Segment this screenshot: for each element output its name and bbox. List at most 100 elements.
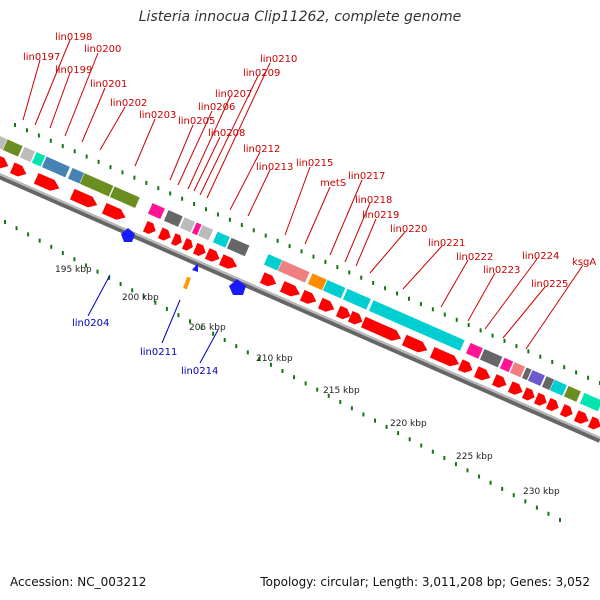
reverse-gene-label-lines bbox=[87, 274, 219, 364]
gene-label-lin0221: lin0221 bbox=[428, 238, 465, 249]
tick-mark bbox=[235, 344, 238, 349]
tick-mark bbox=[539, 354, 542, 359]
tick-mark bbox=[489, 480, 492, 485]
cds-arrow bbox=[573, 409, 590, 425]
cds-arrow bbox=[33, 172, 61, 192]
feature-block bbox=[31, 151, 46, 168]
feature-block bbox=[277, 259, 311, 284]
gene-label-lin0200: lin0200 bbox=[84, 44, 121, 55]
tick-mark bbox=[455, 317, 458, 322]
feature-block bbox=[499, 357, 514, 373]
tick-mark bbox=[165, 306, 168, 311]
tick-mark bbox=[512, 493, 515, 498]
scale-label: 220 kbp bbox=[390, 419, 427, 429]
tick-mark bbox=[37, 133, 40, 138]
tick-mark bbox=[431, 449, 434, 454]
tick-mark bbox=[133, 175, 136, 180]
tick-mark bbox=[559, 518, 561, 522]
forward-gene-label-texts: lin0197 lin0198 lin0199 lin0200 lin0201 … bbox=[23, 32, 596, 290]
tick-mark bbox=[396, 291, 399, 296]
feature-block bbox=[479, 348, 504, 369]
tick-mark bbox=[478, 474, 481, 479]
tick-mark bbox=[49, 138, 52, 143]
reverse-feature-blue-3 bbox=[229, 279, 246, 295]
cds-arrow bbox=[360, 316, 402, 342]
feature-block bbox=[549, 379, 568, 397]
feature-block bbox=[226, 237, 251, 257]
tick-mark bbox=[240, 223, 243, 228]
feature-block bbox=[109, 185, 141, 209]
tick-mark bbox=[108, 275, 111, 280]
gene-label-lin0210: lin0210 bbox=[260, 54, 297, 65]
tick-mark bbox=[443, 312, 446, 317]
cds-arrow bbox=[335, 305, 352, 320]
tick-mark bbox=[181, 196, 184, 201]
gene-label-lin0211: lin0211 bbox=[140, 347, 177, 358]
tick-mark bbox=[501, 486, 504, 491]
inner-tick-ring bbox=[14, 123, 600, 385]
feature-block bbox=[322, 279, 347, 300]
tick-mark bbox=[84, 263, 87, 268]
gene-label-lin0205: lin0205 bbox=[178, 116, 215, 127]
feature-block bbox=[19, 146, 36, 163]
tick-mark bbox=[551, 359, 554, 364]
tick-mark bbox=[348, 270, 351, 275]
tick-mark bbox=[527, 349, 530, 354]
feature-block bbox=[509, 361, 526, 378]
tick-mark bbox=[300, 249, 303, 254]
tick-mark bbox=[85, 154, 88, 159]
feature-block bbox=[179, 216, 196, 234]
tick-mark bbox=[324, 259, 327, 264]
tick-mark bbox=[119, 282, 122, 287]
tick-mark bbox=[38, 238, 41, 243]
tick-mark bbox=[479, 328, 482, 333]
tick-mark bbox=[408, 437, 411, 442]
cds-arrow bbox=[317, 297, 336, 313]
tick-mark bbox=[491, 333, 494, 338]
tick-mark bbox=[276, 238, 279, 243]
reverse-feature-orange bbox=[183, 276, 191, 290]
gene-label-lin0202: lin0202 bbox=[110, 98, 147, 109]
tick-mark bbox=[288, 244, 291, 249]
tick-mark bbox=[454, 462, 457, 467]
tick-mark bbox=[246, 350, 249, 355]
gene-label-lin0219: lin0219 bbox=[362, 210, 399, 221]
gene-label-ksgA: ksgA bbox=[572, 257, 596, 268]
feature-block bbox=[197, 224, 214, 241]
tick-mark bbox=[27, 232, 30, 237]
cds-arrow bbox=[181, 237, 194, 252]
cds-arrow bbox=[545, 397, 560, 412]
gene-label-lin0220: lin0220 bbox=[390, 224, 427, 235]
gene-label-lin0218: lin0218 bbox=[355, 195, 392, 206]
feature-block bbox=[79, 172, 115, 198]
tick-mark bbox=[350, 406, 353, 411]
tick-mark bbox=[142, 294, 145, 299]
forward-gene-labels bbox=[22, 39, 584, 350]
feature-block bbox=[563, 385, 582, 403]
tick-mark bbox=[212, 331, 215, 336]
tick-mark bbox=[372, 280, 375, 285]
feature-block bbox=[41, 155, 71, 179]
tick-mark bbox=[216, 212, 219, 217]
gene-label-lin0198: lin0198 bbox=[55, 32, 92, 43]
cds-arrow bbox=[192, 242, 207, 257]
tick-mark bbox=[327, 393, 330, 398]
cds-arrow bbox=[279, 280, 301, 297]
genome-summary-text: Topology: circular; Length: 3,011,208 bp… bbox=[260, 575, 590, 589]
feature-block bbox=[527, 369, 546, 387]
cds-arrow bbox=[142, 220, 157, 235]
gene-label-lin0223: lin0223 bbox=[483, 265, 520, 276]
cds-arrow bbox=[521, 386, 536, 402]
tick-mark bbox=[524, 499, 527, 504]
cds-arrow bbox=[457, 358, 474, 374]
tick-mark bbox=[4, 220, 6, 224]
gene-label-lin0201: lin0201 bbox=[90, 79, 127, 90]
scale-label: 210 kbp bbox=[256, 354, 293, 364]
tick-mark bbox=[281, 369, 284, 373]
tick-mark bbox=[563, 365, 566, 370]
gene-label-lin0203: lin0203 bbox=[139, 110, 176, 121]
scale-label: 230 kbp bbox=[523, 487, 560, 497]
tick-mark bbox=[73, 257, 76, 262]
tick-mark bbox=[547, 511, 550, 516]
tick-mark bbox=[420, 443, 423, 448]
